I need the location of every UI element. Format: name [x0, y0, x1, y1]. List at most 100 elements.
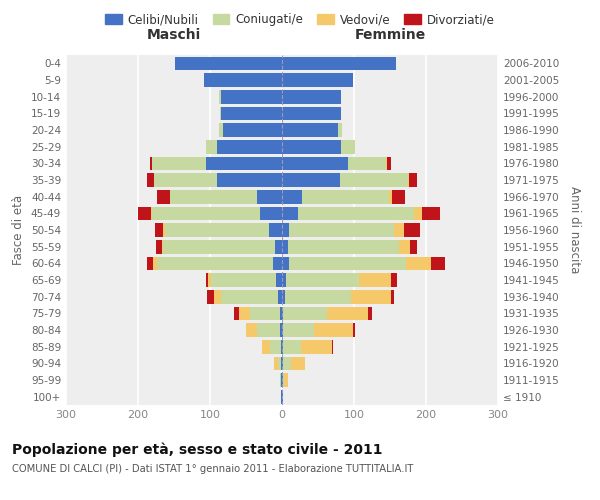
Bar: [206, 140, 217, 153]
Bar: [282, 340, 283, 353]
Bar: [221, 290, 278, 304]
Bar: [206, 273, 208, 287]
Bar: [239, 306, 250, 320]
Bar: [285, 290, 351, 304]
Bar: [326, 306, 368, 320]
Legend: Celibi/Nubili, Coniugati/e, Vedovi/e, Divorziati/e: Celibi/Nubili, Coniugati/e, Vedovi/e, Di…: [100, 8, 500, 31]
Bar: [152, 206, 260, 220]
Bar: [217, 140, 282, 153]
Y-axis label: Anni di nascita: Anni di nascita: [568, 186, 581, 274]
Bar: [157, 190, 170, 203]
Bar: [282, 256, 289, 270]
Bar: [391, 273, 397, 287]
Bar: [290, 356, 305, 370]
Bar: [208, 273, 211, 287]
Bar: [289, 256, 406, 270]
Bar: [282, 73, 353, 87]
Bar: [274, 256, 282, 270]
Bar: [404, 223, 420, 237]
Bar: [271, 340, 281, 353]
Bar: [288, 240, 400, 254]
Bar: [410, 240, 418, 254]
Bar: [302, 190, 389, 203]
Bar: [400, 240, 410, 254]
Bar: [314, 323, 353, 337]
Bar: [391, 290, 394, 304]
Bar: [348, 156, 386, 170]
Bar: [275, 240, 282, 254]
Bar: [217, 173, 282, 187]
Bar: [282, 206, 298, 220]
Bar: [152, 156, 206, 170]
Bar: [298, 206, 415, 220]
Bar: [282, 123, 338, 137]
Bar: [338, 123, 342, 137]
Bar: [175, 56, 282, 70]
Bar: [341, 140, 355, 153]
Bar: [282, 90, 341, 104]
Bar: [340, 173, 408, 187]
Bar: [282, 190, 302, 203]
Bar: [220, 106, 221, 120]
Bar: [282, 356, 283, 370]
Bar: [280, 306, 282, 320]
Bar: [153, 256, 157, 270]
Bar: [406, 256, 431, 270]
Bar: [269, 223, 282, 237]
Bar: [282, 240, 288, 254]
Bar: [156, 240, 162, 254]
Bar: [289, 223, 394, 237]
Bar: [332, 340, 333, 353]
Bar: [149, 156, 152, 170]
Bar: [246, 323, 257, 337]
Bar: [257, 190, 282, 203]
Bar: [282, 390, 283, 404]
Bar: [155, 223, 163, 237]
Bar: [282, 140, 341, 153]
Bar: [283, 356, 290, 370]
Bar: [206, 156, 282, 170]
Bar: [278, 290, 282, 304]
Bar: [282, 56, 396, 70]
Bar: [260, 206, 282, 220]
Bar: [214, 290, 221, 304]
Bar: [394, 223, 404, 237]
Bar: [262, 340, 271, 353]
Bar: [422, 206, 440, 220]
Bar: [282, 173, 340, 187]
Bar: [301, 340, 332, 353]
Bar: [283, 340, 301, 353]
Bar: [408, 173, 409, 187]
Bar: [276, 273, 282, 287]
Bar: [146, 173, 154, 187]
Bar: [282, 106, 341, 120]
Bar: [220, 123, 223, 137]
Text: Popolazione per età, sesso e stato civile - 2011: Popolazione per età, sesso e stato civil…: [12, 442, 383, 457]
Bar: [282, 223, 289, 237]
Bar: [282, 373, 283, 387]
Bar: [157, 256, 274, 270]
Bar: [250, 306, 280, 320]
Bar: [387, 156, 391, 170]
Bar: [353, 323, 355, 337]
Bar: [409, 173, 416, 187]
Bar: [154, 173, 217, 187]
Bar: [280, 323, 282, 337]
Text: Maschi: Maschi: [147, 28, 201, 42]
Bar: [280, 373, 281, 387]
Bar: [221, 106, 282, 120]
Bar: [138, 206, 151, 220]
Y-axis label: Fasce di età: Fasce di età: [13, 195, 25, 265]
Bar: [386, 156, 387, 170]
Bar: [278, 356, 281, 370]
Bar: [282, 273, 286, 287]
Bar: [389, 190, 392, 203]
Bar: [368, 306, 372, 320]
Bar: [281, 356, 282, 370]
Bar: [351, 290, 391, 304]
Bar: [235, 306, 239, 320]
Text: Femmine: Femmine: [355, 28, 425, 42]
Bar: [211, 273, 276, 287]
Bar: [223, 123, 282, 137]
Text: COMUNE DI CALCI (PI) - Dati ISTAT 1° gennaio 2011 - Elaborazione TUTTITALIA.IT: COMUNE DI CALCI (PI) - Dati ISTAT 1° gen…: [12, 464, 413, 474]
